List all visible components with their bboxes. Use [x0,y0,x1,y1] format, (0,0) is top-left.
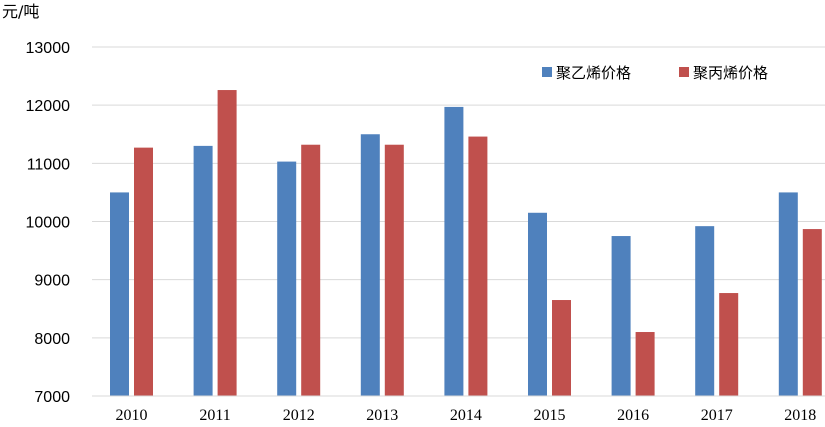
y-tick-label: 10000 [26,215,71,232]
legend: 聚乙烯价格 聚丙烯价格 [542,64,768,82]
y-tick-label: 8000 [34,331,70,348]
bar-pp-2013 [384,144,404,396]
x-axis-ticks: 2010 2011 2012 2013 2014 2015 2016 2017 2018 [116,407,817,424]
bar-pe-2015 [528,212,547,396]
y-tick-label: 7000 [34,389,70,406]
y-axis-ticks: 7000 8000 9000 10000 11000 12000 13000 [26,40,71,406]
bar-pp-2011 [217,90,237,396]
bar-pe-2012 [277,161,297,396]
bar-pp-2012 [301,144,321,396]
x-tick-label: 2015 [534,407,566,424]
y-tick-label: 12000 [26,98,71,115]
y-tick-label: 13000 [26,40,71,57]
y-tick-label: 9000 [34,273,70,290]
bar-pp-2015 [552,300,571,396]
bar-pp-2014 [468,136,488,396]
bar-pp-2017 [719,293,739,396]
legend-label: 聚丙烯价格 [693,64,768,82]
x-tick-label: 2017 [701,407,733,424]
bar-pe-2010 [110,192,129,396]
bar-pe-2016 [611,236,631,396]
legend-label: 聚乙烯价格 [556,64,631,82]
legend-swatch [679,67,689,77]
x-tick-label: 2013 [366,407,398,424]
bars [110,90,822,396]
bar-pp-2016 [635,332,655,396]
legend-swatch [542,67,552,77]
bar-pe-2011 [193,145,213,396]
bar-pe-2014 [444,106,464,396]
x-tick-label: 2016 [617,407,649,424]
x-tick-label: 2018 [784,407,816,424]
x-tick-label: 2014 [450,407,482,424]
bar-pp-2010 [134,147,153,396]
y-tick-label: 11000 [27,156,70,173]
x-tick-label: 2011 [199,407,230,424]
bar-pp-2018 [802,229,822,396]
bar-pe-2018 [778,192,798,396]
bar-pe-2013 [360,134,380,396]
y-axis-unit-label: 元/吨 [2,2,39,21]
x-tick-label: 2012 [283,407,315,424]
x-tick-label: 2010 [116,407,148,424]
bar-pe-2017 [695,226,715,396]
